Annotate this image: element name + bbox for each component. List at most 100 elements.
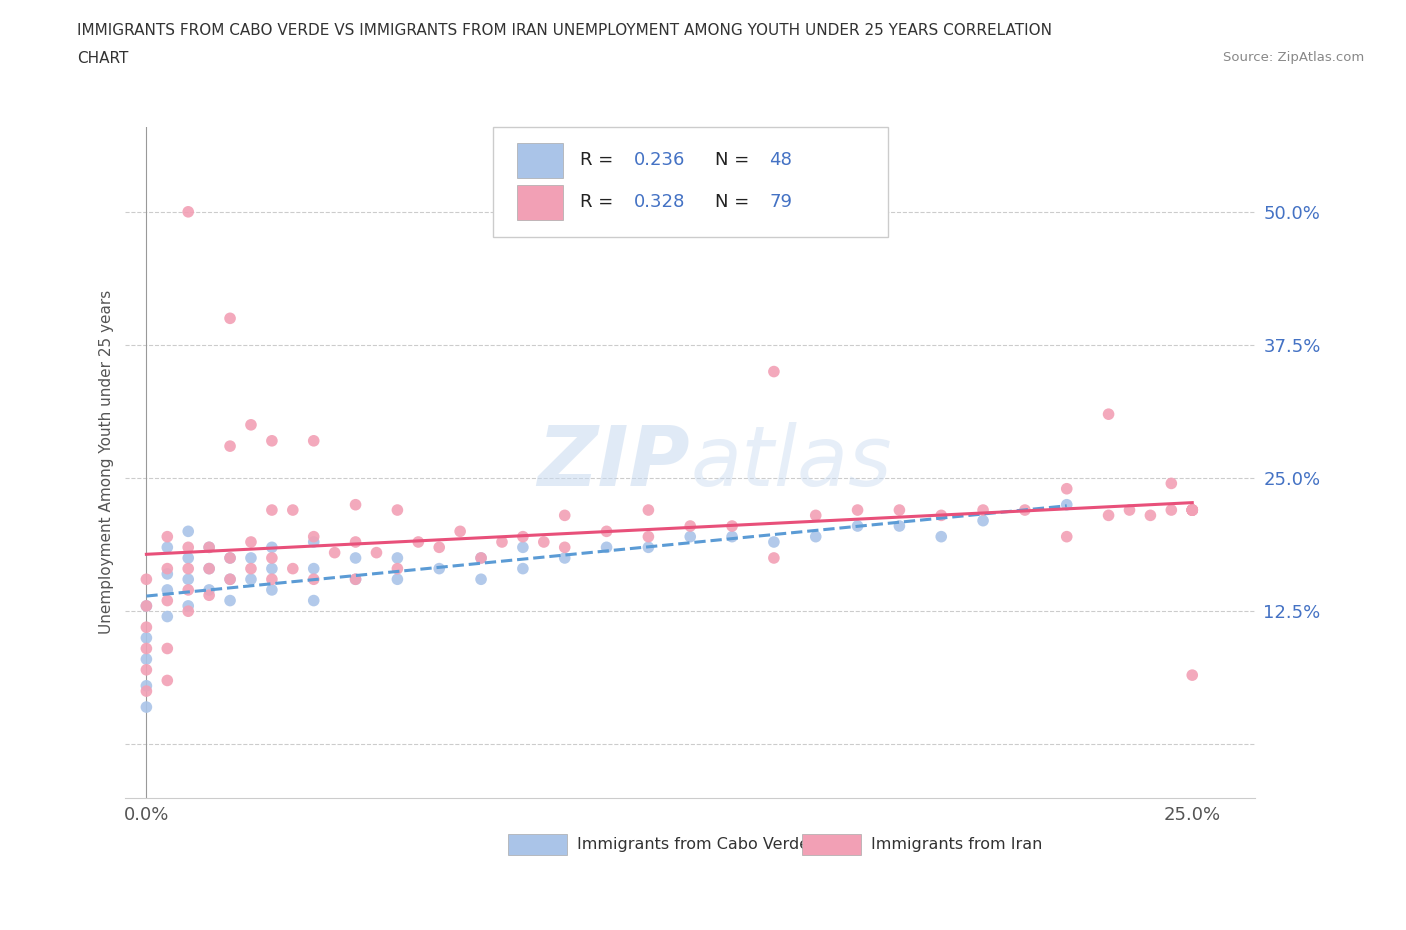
Point: [1056, 529, 1078, 544]
Point: [156, 566, 179, 581]
Point: [637, 540, 659, 555]
Point: [302, 529, 325, 544]
Point: [972, 513, 994, 528]
Point: [177, 205, 200, 219]
Point: [427, 561, 450, 576]
Point: [198, 540, 221, 555]
Point: [156, 641, 179, 656]
Point: [219, 572, 242, 587]
Point: [219, 593, 242, 608]
Text: 79: 79: [769, 193, 793, 211]
Point: [260, 502, 283, 517]
Point: [929, 508, 952, 523]
Point: [177, 540, 200, 555]
Point: [804, 529, 827, 544]
Point: [512, 540, 534, 555]
Point: [1118, 502, 1140, 517]
Point: [512, 529, 534, 544]
Point: [762, 365, 785, 379]
Point: [323, 545, 346, 560]
Text: atlas: atlas: [690, 421, 891, 502]
Point: [637, 502, 659, 517]
Text: N =: N =: [716, 193, 755, 211]
Point: [533, 535, 555, 550]
Point: [1056, 482, 1078, 497]
Point: [344, 535, 367, 550]
Point: [156, 673, 179, 688]
Point: [177, 572, 200, 587]
Text: Immigrants from Cabo Verde: Immigrants from Cabo Verde: [578, 837, 810, 852]
Point: [260, 582, 283, 597]
Point: [762, 535, 785, 550]
Point: [219, 311, 242, 325]
Point: [135, 641, 157, 656]
Point: [427, 540, 450, 555]
Point: [302, 593, 325, 608]
Text: N =: N =: [716, 152, 755, 169]
Point: [1181, 502, 1204, 517]
Point: [889, 502, 911, 517]
Point: [1056, 498, 1078, 512]
Point: [554, 508, 576, 523]
Point: [302, 433, 325, 448]
Point: [804, 508, 827, 523]
Point: [595, 540, 617, 555]
Point: [240, 572, 263, 587]
Point: [240, 418, 263, 432]
Point: [554, 551, 576, 565]
Point: [219, 551, 242, 565]
Point: [219, 551, 242, 565]
Point: [512, 561, 534, 576]
FancyBboxPatch shape: [517, 142, 562, 178]
Text: Immigrants from Iran: Immigrants from Iran: [870, 837, 1042, 852]
Point: [281, 561, 304, 576]
Point: [721, 529, 744, 544]
Point: [198, 582, 221, 597]
Point: [260, 551, 283, 565]
Point: [198, 540, 221, 555]
Text: R =: R =: [579, 193, 619, 211]
Point: [1160, 476, 1182, 491]
Point: [177, 599, 200, 614]
Point: [929, 529, 952, 544]
Y-axis label: Unemployment Among Youth under 25 years: Unemployment Among Youth under 25 years: [100, 290, 114, 634]
Point: [260, 540, 283, 555]
Point: [302, 535, 325, 550]
Point: [281, 502, 304, 517]
Point: [240, 561, 263, 576]
Point: [177, 582, 200, 597]
Point: [344, 498, 367, 512]
Point: [135, 652, 157, 667]
Text: 0.328: 0.328: [634, 193, 685, 211]
Point: [177, 524, 200, 538]
Point: [135, 619, 157, 634]
Point: [449, 524, 471, 538]
Text: IMMIGRANTS FROM CABO VERDE VS IMMIGRANTS FROM IRAN UNEMPLOYMENT AMONG YOUTH UNDE: IMMIGRANTS FROM CABO VERDE VS IMMIGRANTS…: [77, 23, 1052, 38]
Text: R =: R =: [579, 152, 619, 169]
Point: [135, 631, 157, 645]
Point: [846, 502, 869, 517]
Point: [491, 535, 513, 550]
Point: [1097, 508, 1119, 523]
Point: [1181, 502, 1204, 517]
Point: [240, 551, 263, 565]
Point: [408, 535, 430, 550]
Point: [1160, 502, 1182, 517]
Point: [302, 561, 325, 576]
Point: [260, 433, 283, 448]
FancyBboxPatch shape: [517, 185, 562, 219]
Point: [846, 519, 869, 534]
Point: [177, 551, 200, 565]
Text: CHART: CHART: [77, 51, 129, 66]
Point: [387, 502, 409, 517]
Point: [1139, 508, 1161, 523]
Point: [554, 540, 576, 555]
Point: [387, 551, 409, 565]
Text: 0.236: 0.236: [634, 152, 685, 169]
Point: [595, 524, 617, 538]
Point: [470, 551, 492, 565]
Point: [135, 599, 157, 614]
Point: [156, 609, 179, 624]
Point: [344, 572, 367, 587]
Point: [302, 572, 325, 587]
